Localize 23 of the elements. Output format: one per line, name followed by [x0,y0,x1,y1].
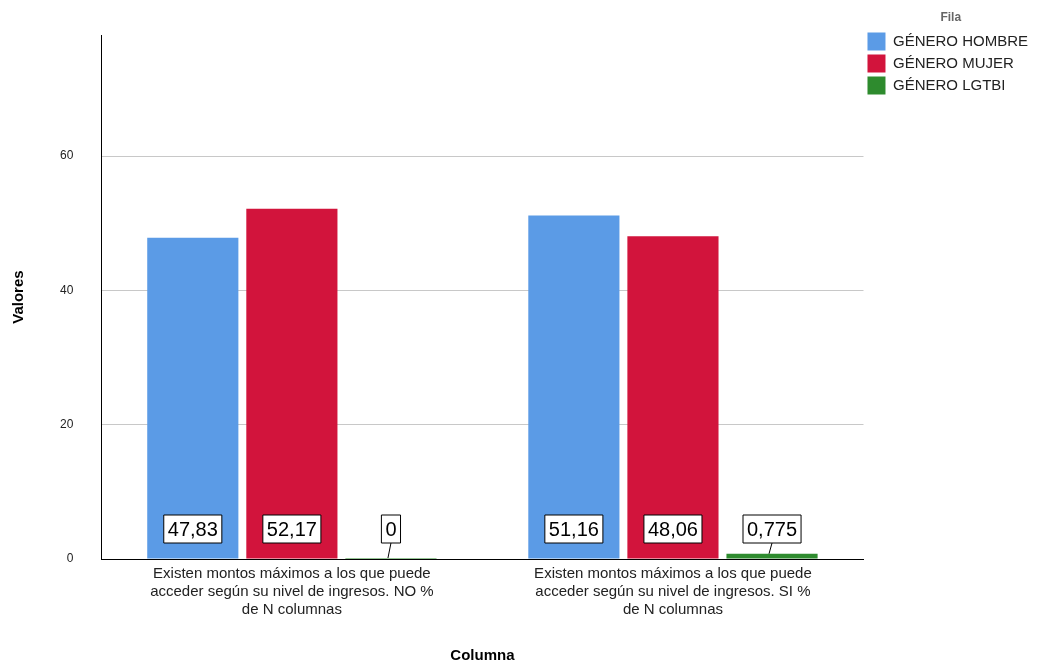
legend-label: GÉNERO LGTBI [892,75,1006,93]
legend-title: Fila [940,10,962,25]
bar [246,208,338,559]
data-label: 0 [385,517,397,540]
data-label: 47,83 [167,517,218,540]
x-tick-label: Existen montos máximos a los que puede acceder según su nivel de ingresos. NO % de N columnas [150,564,434,618]
y-tick-label: 60 [59,148,74,163]
y-tick-label: 0 [66,551,74,566]
legend-label: GÉNERO MUJER [892,53,1014,71]
bar [528,215,620,559]
bar [147,237,239,559]
data-label: 48,06 [647,517,698,540]
bar [726,553,818,559]
y-axis-title: Valores [9,270,27,324]
y-tick-label: 40 [59,282,74,297]
x-tick-label: Existen montos máximos a los que puede acceder según su nivel de ingresos. SI % de N columnas [534,564,812,618]
data-label: 52,17 [266,517,317,540]
x-axis-title: Columna [450,646,516,664]
data-label: 0,775 [747,517,798,540]
data-label: 51,16 [548,517,599,540]
bar [627,236,719,559]
legend-label: GÉNERO HOMBRE [892,31,1028,49]
y-tick-label: 20 [59,417,74,431]
